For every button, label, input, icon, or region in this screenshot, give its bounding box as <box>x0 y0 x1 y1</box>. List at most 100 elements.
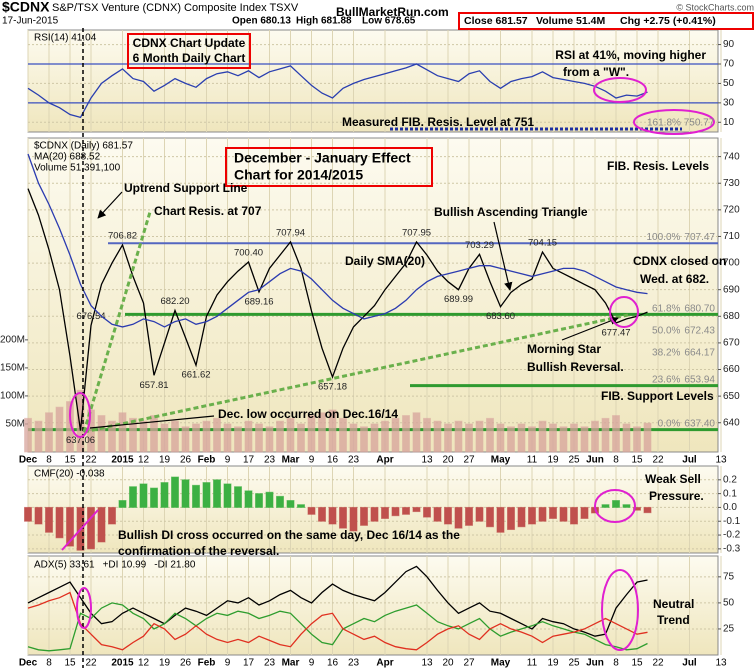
volume-bar <box>433 420 442 453</box>
bar <box>570 506 578 525</box>
x-tick-label: Mar <box>282 658 300 669</box>
volume-bar <box>570 423 578 453</box>
y-tick-label: 0.2 <box>723 474 737 485</box>
volume-bar <box>349 423 358 453</box>
arrow <box>493 221 513 291</box>
x-tick-label: 23 <box>348 658 360 669</box>
fib-percent: 100.0% <box>646 232 680 243</box>
series-line <box>27 565 648 637</box>
x-tick-label: 12 <box>138 658 150 669</box>
x-tick-label: May <box>491 455 511 466</box>
x-tick-label: 8 <box>46 455 52 466</box>
x-tick-label: 22 <box>85 658 97 669</box>
value-label: 707.95 <box>402 227 431 238</box>
volume-bar <box>297 423 305 453</box>
bar <box>559 506 568 522</box>
fib-label: 0.0% 637.40 <box>658 418 716 429</box>
value-label: 700.40 <box>234 248 263 259</box>
bar <box>213 479 221 508</box>
x-tick-label: Jun <box>586 658 604 669</box>
annotation: Chart Resis. at 707 <box>154 204 262 218</box>
x-tick-label: 9 <box>225 658 231 669</box>
annotation: Wed. at 682. <box>640 272 709 286</box>
x-tick-label: 15 <box>631 658 643 669</box>
bar <box>202 482 211 508</box>
bar <box>24 506 32 522</box>
annotation: from a "W". <box>563 65 629 79</box>
volume-bar <box>454 420 463 453</box>
y2-tick-label: 100M <box>0 391 25 402</box>
volume-bar <box>465 423 473 453</box>
symbol: $CDNX <box>2 0 50 15</box>
fib-percent: 50.0% <box>652 325 680 336</box>
volume-bar <box>160 423 169 453</box>
volume-bar <box>265 426 274 453</box>
volume-bar <box>244 420 253 453</box>
annotation: FIB. Resis. Levels <box>607 159 709 173</box>
bar <box>318 506 326 522</box>
volume-bar <box>118 412 127 453</box>
y-tick-label: 640 <box>723 417 740 428</box>
y-tick-label: 0.0 <box>723 502 737 513</box>
open: Open 680.13 <box>232 16 291 27</box>
annotation: Uptrend Support Line <box>124 181 248 195</box>
bar <box>391 506 400 517</box>
note-box <box>225 147 433 187</box>
fib-percent: 61.8% <box>652 303 680 314</box>
resistance-connector <box>82 211 152 433</box>
volume-bar <box>202 420 211 453</box>
value-label: 683.60 <box>486 311 515 322</box>
x-tick-label: 15 <box>64 455 76 466</box>
bar <box>171 476 179 508</box>
volume-bar <box>108 420 116 453</box>
volume-bar <box>496 423 505 453</box>
x-tick-label: 26 <box>180 455 192 466</box>
volume-bar <box>549 423 557 453</box>
volume-bar <box>339 417 347 453</box>
bar <box>454 506 463 529</box>
bar <box>528 506 536 525</box>
x-tick-label: Apr <box>376 658 393 669</box>
value-label: 704.15 <box>528 238 557 249</box>
bar <box>160 482 169 508</box>
volume-bar <box>150 415 158 453</box>
annotation: Trend <box>657 613 690 627</box>
x-tick-label: 26 <box>180 658 192 669</box>
highlight <box>593 77 647 103</box>
volume-bar <box>360 426 368 453</box>
annotation: Measured FIB. Resis. Level at 751 <box>342 115 534 129</box>
x-tick-label: 22 <box>652 455 664 466</box>
volume-bar <box>318 412 326 453</box>
x-tick-label: 2015 <box>111 658 134 669</box>
x-tick-label: 13 <box>421 455 433 466</box>
bar <box>192 484 200 508</box>
volume-bar <box>76 389 85 453</box>
bar <box>612 500 620 508</box>
low: Low 678.65 <box>362 16 416 27</box>
y-tick-label: 70 <box>723 59 735 70</box>
x-tick-label: 19 <box>159 455 171 466</box>
annotation: Weak Sell <box>645 472 701 486</box>
bar <box>34 506 43 525</box>
volume-bar <box>55 406 64 453</box>
volume-bar <box>139 420 148 453</box>
y-tick-label: 720 <box>723 204 740 215</box>
x-tick-label: 15 <box>64 658 76 669</box>
volume-bar <box>580 426 589 453</box>
bar <box>486 506 494 528</box>
x-tick-label: 8 <box>613 658 619 669</box>
x-tick-label: Apr <box>376 455 393 466</box>
x-tick-label: 23 <box>348 455 360 466</box>
date: 17-Jun-2015 <box>2 16 59 27</box>
x-tick-label: 22 <box>652 658 664 669</box>
y-tick-label: -0.3 <box>723 543 741 554</box>
y-tick-label: 30 <box>723 97 735 108</box>
bar <box>381 506 389 519</box>
y-tick-label: 690 <box>723 284 740 295</box>
bar <box>307 506 316 515</box>
fib-label: 50.0% 672.43 <box>652 325 715 336</box>
bar <box>580 506 589 519</box>
value-label: 703.29 <box>465 240 494 251</box>
y-tick-label: 740 <box>723 151 740 162</box>
annotation: Pressure. <box>649 489 704 503</box>
